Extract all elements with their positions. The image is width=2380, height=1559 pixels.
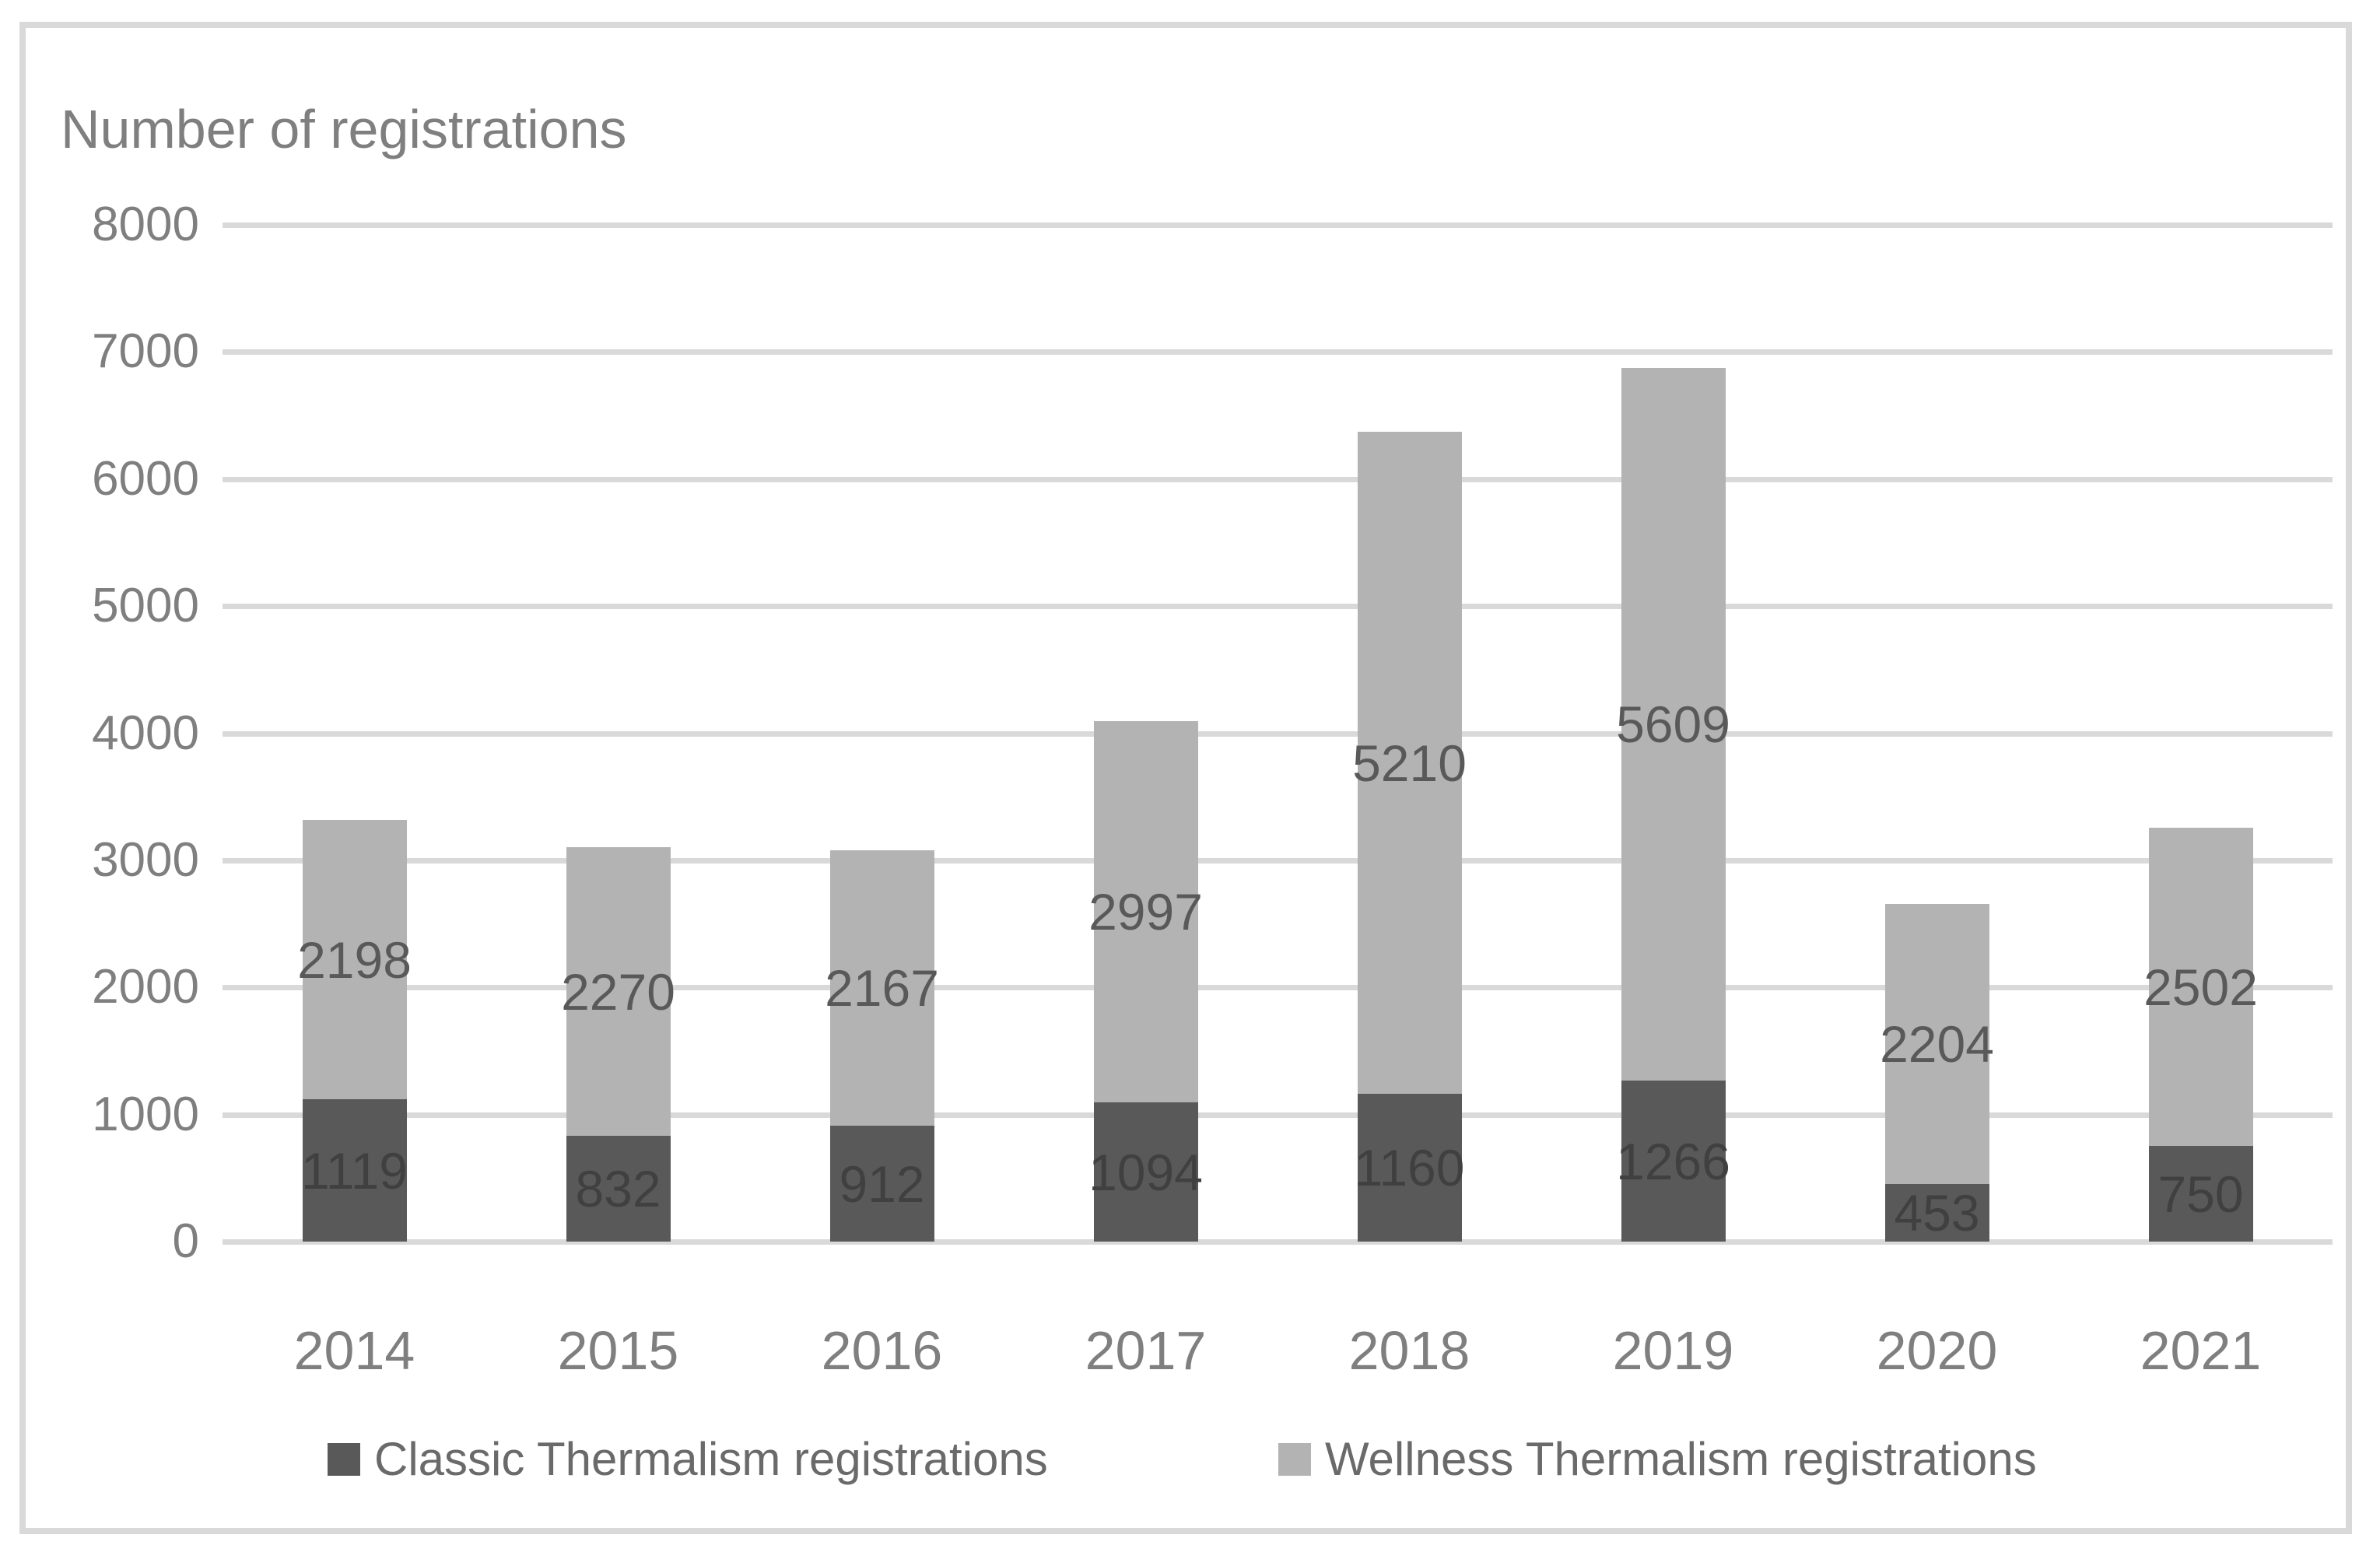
y-tick-label-5000: 5000: [92, 579, 199, 633]
stacked-bar-2019: 5609 1266: [1616, 368, 1730, 1242]
bar-column-2020: 2204 453: [1805, 225, 2069, 1242]
data-label-classic-2019: 1266: [1616, 1132, 1730, 1190]
bar-segment-classic-2016: 912: [829, 1126, 934, 1242]
bar-column-2018: 5210 1160: [1278, 225, 1541, 1242]
gridline-0: [223, 1239, 2333, 1245]
x-tick-label-2021: 2021: [2140, 1320, 2262, 1381]
data-label-classic-2015: 832: [575, 1160, 661, 1217]
data-label-classic-2017: 1094: [1088, 1143, 1203, 1201]
bar-segment-wellness-2014: 2198: [297, 820, 412, 1099]
bar-columns: 2198 1119 2270 832 2167 912 2997 1094 5210 1160 56…: [223, 225, 2333, 1242]
bar-segment-wellness-2020: 2204: [1880, 904, 1994, 1184]
bar-segment-wellness-2015: 2270: [561, 847, 675, 1136]
gridline-3000: [223, 857, 2333, 864]
gridline-7000: [223, 349, 2333, 356]
legend-label-classic: Classic Thermalism registrations: [374, 1433, 1048, 1485]
data-label-wellness-2020: 2204: [1880, 1015, 1994, 1073]
bar-column-2015: 2270 832: [486, 225, 750, 1242]
bar-segment-wellness-2018: 5210: [1352, 432, 1467, 1094]
legend-item-classic: Classic Thermalism registrations: [328, 1435, 1048, 1484]
x-tick-label-2019: 2019: [1612, 1320, 1734, 1381]
x-tick-label-2020: 2020: [1876, 1320, 1998, 1381]
bar-segment-classic-2019: 1266: [1616, 1081, 1730, 1242]
gridline-2000: [223, 985, 2333, 991]
y-tick-label-4000: 4000: [92, 706, 199, 760]
gridline-5000: [223, 604, 2333, 610]
bar-column-2016: 2167 912: [750, 225, 1014, 1242]
y-tick-label-1000: 1000: [92, 1087, 199, 1141]
data-label-classic-2020: 453: [1894, 1184, 1980, 1242]
legend-swatch-classic: [328, 1443, 360, 1476]
x-tick-label-2016: 2016: [821, 1320, 943, 1381]
legend-swatch-wellness: [1278, 1443, 1311, 1476]
bar-segment-wellness-2021: 2502: [2143, 828, 2258, 1146]
legend-item-wellness: Wellness Thermalism registrations: [1278, 1435, 2037, 1484]
plot-area: 8000 7000 6000 5000 4000 3000 2000 1000 0 2198 111…: [92, 201, 2333, 1266]
bar-segment-classic-2020: 453: [1884, 1184, 1989, 1242]
stacked-bar-2021: 2502 750: [2143, 828, 2258, 1242]
y-tick-label-8000: 8000: [92, 198, 199, 251]
gridline-8000: [223, 222, 2333, 228]
data-label-wellness-2018: 5210: [1352, 734, 1467, 792]
x-tick-label-2017: 2017: [1085, 1320, 1207, 1381]
chart-title: Number of registrations: [61, 99, 627, 159]
bar-column-2021: 2502 750: [2069, 225, 2333, 1242]
stacked-bar-2018: 5210 1160: [1352, 432, 1467, 1242]
data-label-classic-2021: 750: [2157, 1165, 2244, 1223]
bar-segment-wellness-2017: 2997: [1088, 721, 1203, 1102]
gridline-1000: [223, 1112, 2333, 1118]
y-tick-label-2000: 2000: [92, 960, 199, 1014]
bar-segment-classic-2021: 750: [2148, 1146, 2253, 1242]
stacked-bar-2017: 2997 1094: [1088, 721, 1203, 1242]
data-label-classic-2014: 1119: [300, 1141, 408, 1200]
bar-segment-classic-2017: 1094: [1088, 1102, 1203, 1242]
y-tick-label-0: 0: [172, 1214, 199, 1268]
data-label-classic-2016: 912: [839, 1154, 925, 1213]
y-tick-label-7000: 7000: [92, 324, 199, 379]
gridline-4000: [223, 730, 2333, 737]
stacked-bar-2020: 2204 453: [1880, 904, 1994, 1242]
bar-segment-classic-2018: 1160: [1354, 1094, 1465, 1242]
bar-segment-classic-2015: 832: [566, 1136, 671, 1242]
legend-label-wellness: Wellness Thermalism registrations: [1325, 1433, 2037, 1485]
stacked-bar-2016: 2167 912: [825, 850, 939, 1242]
x-axis-labels: 2014 2015 2016 2017 2018 2019 2020 2021: [223, 1323, 2333, 1378]
stacked-bar-2015: 2270 832: [561, 847, 675, 1242]
bar-segment-wellness-2019: 5609: [1616, 368, 1730, 1081]
x-tick-label-2014: 2014: [293, 1320, 415, 1381]
bar-column-2019: 5609 1266: [1541, 225, 1805, 1242]
y-tick-label-3000: 3000: [92, 832, 199, 887]
bar-column-2017: 2997 1094: [1014, 225, 1278, 1242]
data-label-wellness-2017: 2997: [1088, 883, 1203, 941]
chart-border-frame: Number of registrations 8000 7000 6000 5000…: [19, 22, 2352, 1534]
gridline-6000: [223, 476, 2333, 482]
bar-segment-classic-2014: 1119: [300, 1099, 408, 1242]
data-label-wellness-2021: 2502: [2143, 958, 2258, 1016]
bar-column-2014: 2198 1119: [223, 225, 486, 1242]
data-label-classic-2018: 1160: [1354, 1139, 1465, 1196]
x-tick-label-2015: 2015: [557, 1320, 679, 1381]
data-label-wellness-2019: 5609: [1616, 695, 1730, 753]
data-label-wellness-2014: 2198: [297, 930, 412, 989]
stacked-bar-2014: 2198 1119: [297, 820, 412, 1242]
x-tick-label-2018: 2018: [1348, 1320, 1470, 1381]
data-label-wellness-2015: 2270: [561, 962, 675, 1021]
y-tick-label-6000: 6000: [92, 451, 199, 506]
data-label-wellness-2016: 2167: [825, 959, 939, 1017]
bar-segment-wellness-2016: 2167: [825, 850, 939, 1126]
